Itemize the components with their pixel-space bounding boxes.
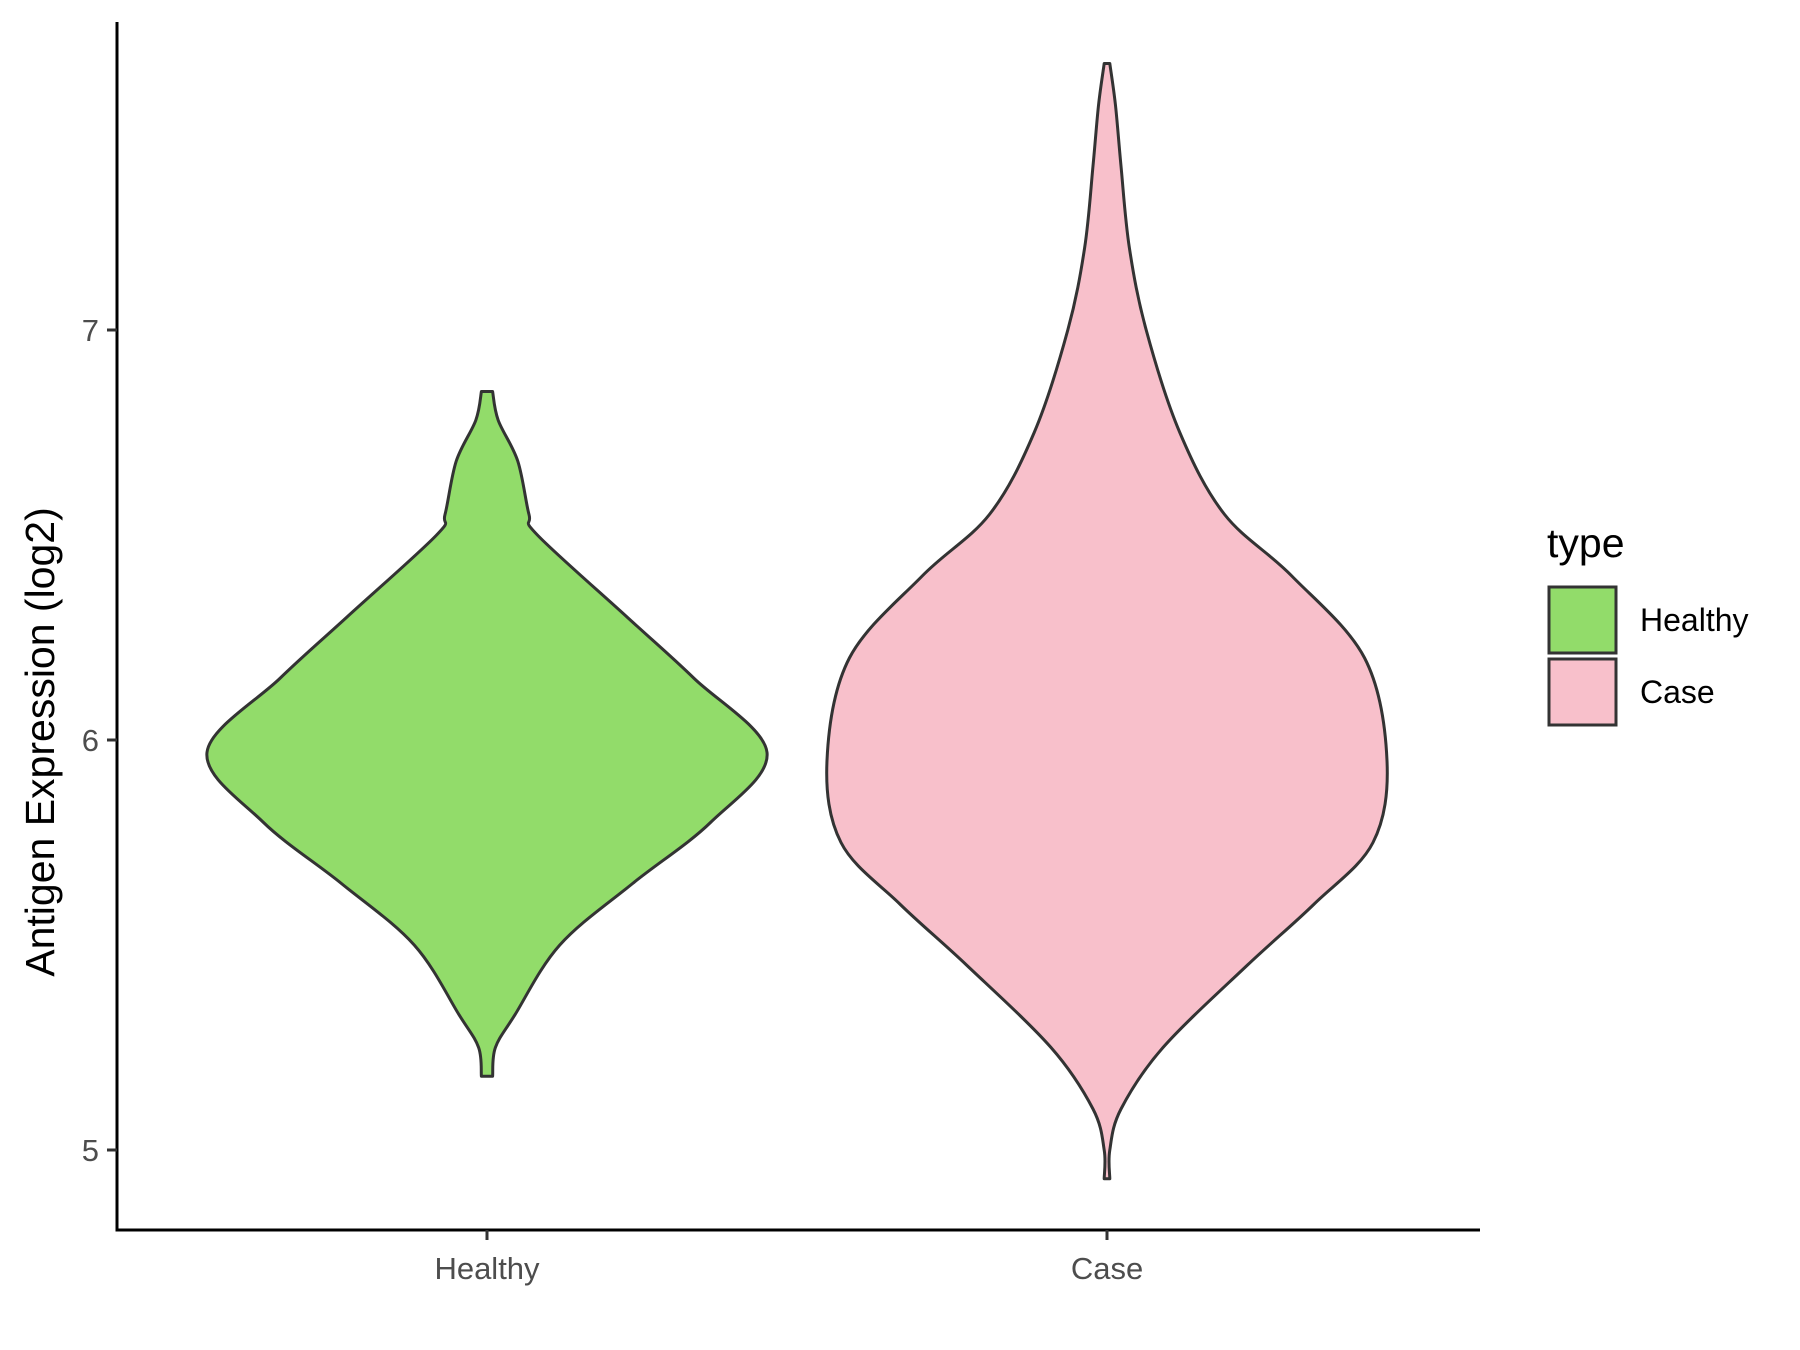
y-axis-title: Antigen Expression (log2) (17, 507, 63, 976)
y-tick-label: 5 (82, 1133, 99, 1168)
x-tick-label: Case (1071, 1251, 1143, 1286)
legend-swatch-case (1547, 657, 1618, 727)
legend-title: type (1547, 520, 1625, 566)
violins-layer (205, 62, 1389, 1181)
legend: type Healthy Case (1547, 520, 1749, 727)
legend-items: Healthy Case (1547, 585, 1749, 727)
x-tick-label: Healthy (434, 1251, 540, 1286)
x-ticks: Healthy Case (434, 1230, 1143, 1286)
y-ticks: 5 6 7 (82, 313, 117, 1168)
violin-healthy (205, 390, 769, 1078)
legend-label-healthy: Healthy (1640, 602, 1749, 638)
y-tick-label: 7 (82, 313, 99, 348)
y-tick-label: 6 (82, 723, 99, 758)
legend-label-case: Case (1640, 674, 1715, 710)
violin-case (825, 62, 1389, 1181)
legend-swatch-healthy (1547, 585, 1618, 655)
